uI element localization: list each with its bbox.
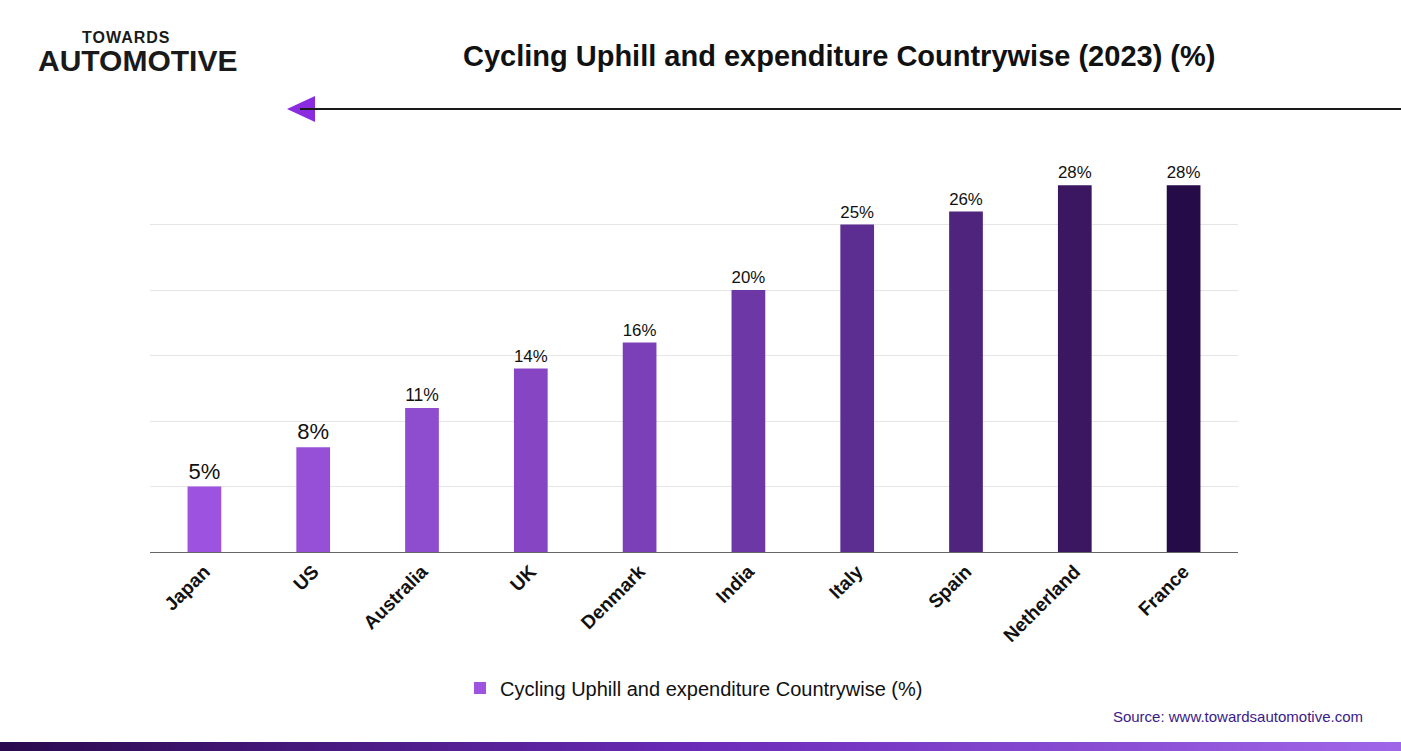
svg-text:Cycling Uphill and expenditure: Cycling Uphill and expenditure Countrywi… [463, 40, 1216, 72]
svg-text:Italy: Italy [825, 561, 867, 603]
svg-text:Australia: Australia [359, 561, 432, 634]
svg-text:Denmark: Denmark [577, 561, 650, 634]
svg-text:11%: 11% [405, 385, 439, 405]
html-text:TOWARDS: TOWARDS [82, 29, 171, 46]
svg-text:UK: UK [506, 561, 540, 595]
svg-text:28%: 28% [1058, 163, 1092, 182]
svg-text:US: US [289, 561, 323, 595]
svg-text:14%: 14% [514, 347, 548, 366]
svg-text:Spain: Spain [924, 561, 975, 612]
svg-text:Cycling Uphill and expenditure: Cycling Uphill and expenditure Countrywi… [500, 678, 922, 700]
svg-text:Netherland: Netherland [999, 561, 1084, 646]
html-text:Source: www.towardsautomotive.: Source: www.towardsautomotive.com [1112, 708, 1363, 725]
svg-text:20%: 20% [732, 268, 766, 287]
svg-text:France: France [1134, 561, 1193, 620]
svg-text:5%: 5% [189, 459, 221, 484]
svg-text:India: India [712, 561, 759, 608]
svg-text:25%: 25% [840, 203, 874, 222]
svg-text:16%: 16% [623, 321, 657, 340]
svg-text:Japan: Japan [160, 561, 214, 615]
svg-text:28%: 28% [1167, 163, 1201, 182]
svg-text:8%: 8% [297, 419, 329, 444]
svg-text:26%: 26% [949, 190, 983, 209]
html-text:AUTOMOTIVE: AUTOMOTIVE [38, 44, 238, 77]
